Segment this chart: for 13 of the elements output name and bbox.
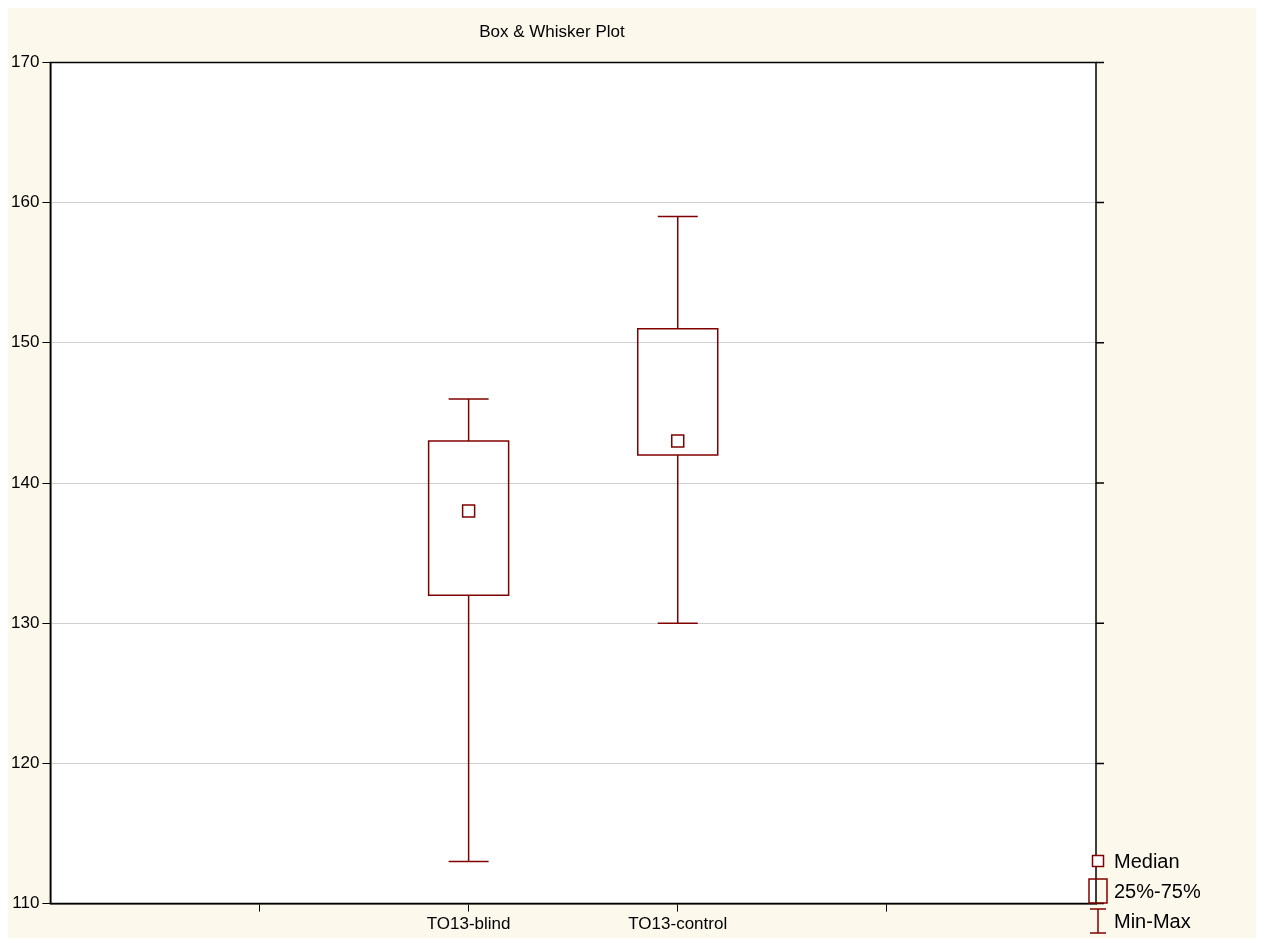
- y-tick-label: 140: [10, 472, 40, 492]
- y-tick-label: 160: [10, 192, 40, 212]
- y-tick-label: 110: [12, 893, 40, 913]
- x-tick-label: TO13-control: [628, 914, 728, 934]
- text: Median: [1114, 849, 1180, 873]
- chart-title: Box & Whisker Plot: [479, 21, 626, 41]
- text: Min-Max: [1114, 909, 1191, 933]
- y-tick-label: 150: [10, 332, 40, 352]
- y-tick-label: 120: [10, 753, 40, 773]
- y-tick-label: 130: [10, 612, 40, 632]
- y-tick-label: 170: [10, 52, 40, 72]
- x-tick-label: TO13-blind: [426, 914, 511, 934]
- text: 25%-75%: [1114, 879, 1201, 903]
